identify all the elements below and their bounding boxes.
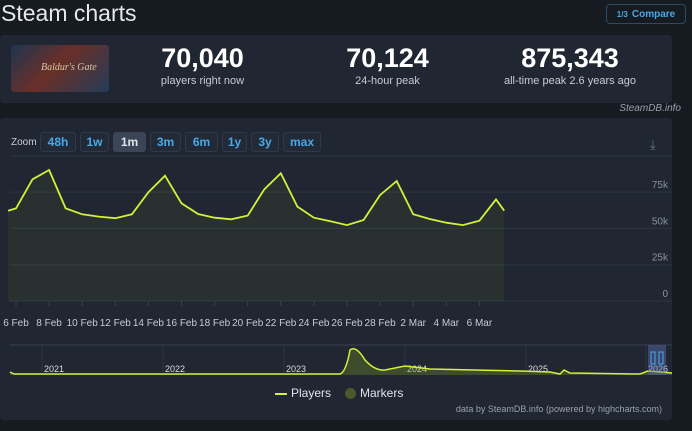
x-tick-label: 8 Feb bbox=[36, 318, 62, 329]
stat-value: 70,040 bbox=[161, 43, 244, 73]
x-tick-label: 26 Feb bbox=[331, 318, 363, 329]
stats-panel: Baldur's Gate 70,040 players right now 70… bbox=[0, 35, 672, 103]
game-image[interactable]: Baldur's Gate bbox=[11, 45, 109, 92]
zoom-6m-button[interactable]: 6m bbox=[185, 132, 218, 152]
x-tick-label: 12 Feb bbox=[100, 318, 132, 329]
x-tick-label: 10 Feb bbox=[67, 318, 99, 329]
navigator-year-label: 2026 bbox=[648, 364, 668, 374]
compare-label: Compare bbox=[631, 8, 676, 20]
markers-dot-icon bbox=[345, 388, 357, 400]
navigator-year-label: 2021 bbox=[44, 364, 64, 374]
zoom-1m-button[interactable]: 1m bbox=[113, 132, 146, 152]
navigator-year-label: 2022 bbox=[165, 364, 185, 374]
players-line-icon bbox=[275, 392, 287, 395]
navigator-year-label: 2025 bbox=[528, 364, 548, 374]
players-line bbox=[7, 168, 505, 227]
zoom-48h-button[interactable]: 48h bbox=[40, 132, 76, 152]
zoom-1y-button[interactable]: 1y bbox=[222, 132, 247, 152]
y-tick-label: 0 bbox=[662, 289, 668, 300]
navigator-year-label: 2024 bbox=[407, 364, 427, 374]
legend-markers-label: Markers bbox=[360, 386, 404, 400]
stat-label: players right now bbox=[160, 75, 245, 87]
legend-players-label: Players bbox=[291, 386, 332, 400]
zoom-3y-button[interactable]: 3y bbox=[251, 132, 279, 152]
navigator-area bbox=[10, 348, 672, 375]
x-tick-label: 24 Feb bbox=[298, 318, 330, 329]
stat-label: 24-hour peak bbox=[355, 75, 420, 87]
zoom-max-button[interactable]: max bbox=[283, 132, 321, 152]
stat-value: 70,124 bbox=[346, 43, 429, 73]
x-tick-label: 6 Mar bbox=[467, 318, 493, 329]
stat-value: 875,343 bbox=[521, 43, 619, 73]
game-logo: Baldur's Gate bbox=[41, 62, 97, 73]
y-tick-label: 50k bbox=[652, 216, 669, 227]
legend-markers[interactable]: Markers bbox=[345, 386, 403, 400]
players-area bbox=[8, 170, 505, 301]
compare-icon: 1/3 bbox=[616, 9, 628, 19]
legend-players[interactable]: Players bbox=[275, 386, 331, 400]
x-tick-label: 22 Feb bbox=[265, 318, 297, 329]
page-title: Steam charts bbox=[1, 0, 137, 26]
download-icon[interactable]: ⤓ bbox=[650, 137, 656, 152]
navigator-year-label: 2023 bbox=[286, 364, 306, 374]
x-tick-label: 14 Feb bbox=[133, 318, 165, 329]
zoom-label: Zoom bbox=[11, 137, 37, 148]
x-tick-label: 16 Feb bbox=[166, 318, 198, 329]
x-tick-label: 28 Feb bbox=[365, 318, 397, 329]
stat-label: all-time peak 2.6 years ago bbox=[503, 75, 637, 87]
steamdb-credit[interactable]: SteamDB.info bbox=[619, 103, 681, 114]
navigator-line bbox=[9, 348, 673, 375]
compare-button[interactable]: 1/3 Compare bbox=[606, 4, 686, 24]
x-tick-label: 2 Mar bbox=[400, 318, 426, 329]
x-tick-label: 4 Mar bbox=[434, 318, 460, 329]
zoom-1w-button[interactable]: 1w bbox=[80, 132, 109, 152]
y-tick-label: 25k bbox=[652, 253, 669, 264]
chart-panel: Zoom 48h 1w 1m 3m 6m 1y 3y max ⤓ Players… bbox=[0, 118, 672, 420]
highcharts-credit[interactable]: data by SteamDB.info (powered by highcha… bbox=[455, 404, 662, 414]
zoom-3m-button[interactable]: 3m bbox=[150, 132, 181, 152]
navigator-handle-right[interactable] bbox=[658, 351, 664, 365]
x-tick-label: 18 Feb bbox=[199, 318, 231, 329]
y-tick-label: 75k bbox=[652, 180, 669, 191]
stat-current: 70,040 players right now bbox=[140, 43, 265, 87]
x-tick-label: 20 Feb bbox=[232, 318, 264, 329]
stat-all-time-peak: 875,343 all-time peak 2.6 years ago bbox=[490, 43, 650, 87]
x-tick-label: 6 Feb bbox=[3, 318, 29, 329]
stat-24h-peak: 70,124 24-hour peak bbox=[325, 43, 450, 87]
navigator-handle-left[interactable] bbox=[650, 351, 656, 365]
